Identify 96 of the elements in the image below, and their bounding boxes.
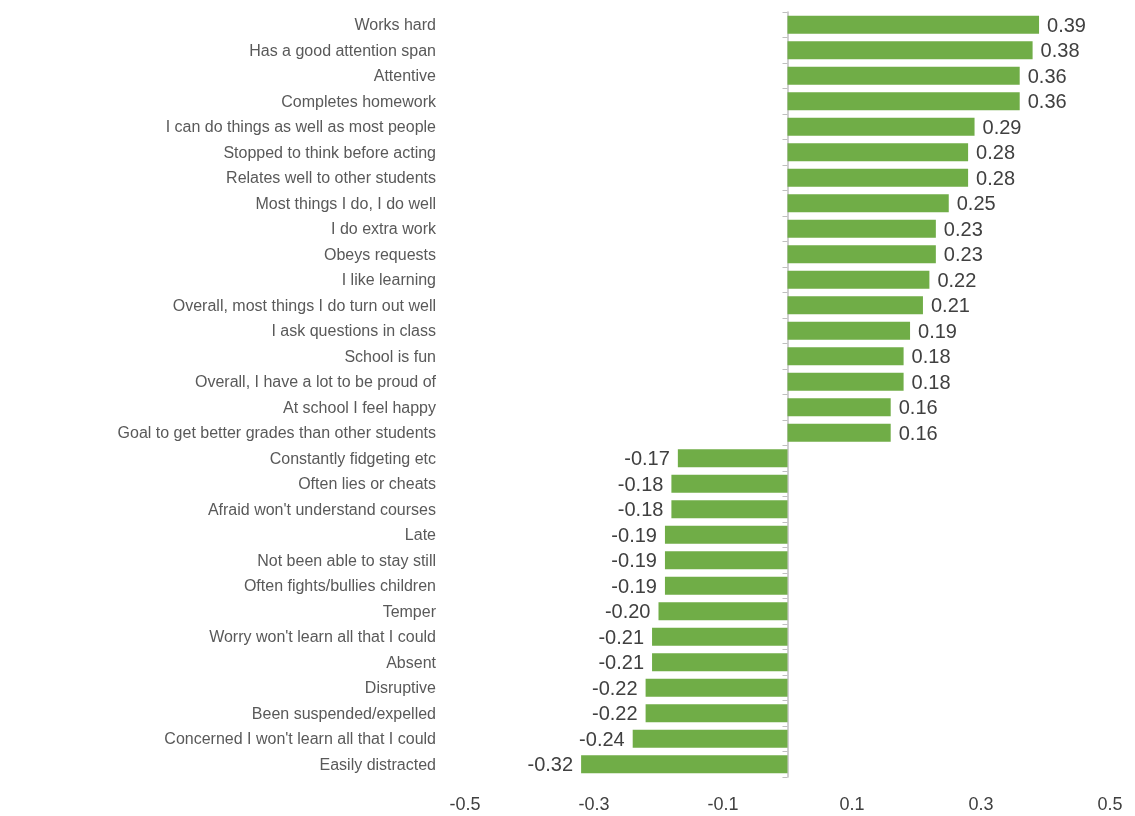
bar	[787, 245, 936, 264]
data-label: -0.19	[611, 523, 657, 546]
data-label: 0.18	[911, 345, 951, 368]
bar	[658, 602, 788, 621]
data-label: -0.18	[617, 498, 664, 521]
bar	[645, 704, 788, 723]
y-tick-label: Disruptive	[364, 679, 437, 697]
y-tick-label: Obeys requests	[323, 245, 436, 263]
data-label: 0.36	[1027, 90, 1067, 113]
y-tick-label: Has a good attention span	[249, 41, 436, 59]
y-tick-label: School is fun	[344, 347, 436, 365]
y-tick-label: Goal to get better grades than other students	[117, 424, 436, 442]
data-label: 0.19	[918, 319, 957, 342]
data-label: -0.17	[624, 447, 670, 470]
bar	[787, 347, 904, 366]
bar	[787, 66, 1020, 85]
bar	[787, 41, 1033, 60]
data-label: -0.21	[598, 625, 645, 648]
bar	[787, 117, 975, 136]
bar	[632, 729, 788, 748]
data-label: -0.22	[592, 676, 638, 699]
data-label: 0.22	[937, 268, 977, 291]
y-tick-label: Often lies or cheats	[298, 475, 436, 493]
x-tick-label: -0.5	[449, 794, 481, 814]
y-tick-label: Overall, most things I do turn out well	[172, 296, 436, 314]
bar	[664, 525, 788, 544]
bar	[664, 576, 788, 595]
data-label: 0.21	[930, 294, 970, 317]
y-tick-label: I can do things as well as most people	[165, 118, 437, 136]
bar	[787, 398, 891, 417]
y-tick-label: Not been able to stay still	[257, 551, 436, 569]
bar	[787, 270, 930, 289]
bar	[787, 372, 904, 391]
bar	[787, 15, 1040, 34]
data-label: -0.24	[579, 727, 625, 750]
data-label: -0.19	[611, 574, 657, 597]
data-label: 0.28	[976, 141, 1016, 164]
bar	[787, 194, 949, 213]
y-tick-label: I do extra work	[331, 220, 437, 238]
y-tick-label: Overall, I have a lot to be proud of	[194, 373, 437, 391]
x-tick-label: -0.1	[707, 794, 739, 814]
x-tick-label: -0.3	[578, 794, 610, 814]
y-tick-label: Afraid won't understand courses	[207, 500, 436, 518]
data-label: 0.28	[976, 166, 1016, 189]
data-label: -0.32	[527, 753, 574, 776]
bar	[581, 755, 788, 774]
data-label: 0.29	[982, 115, 1022, 138]
y-tick-label: Stopped to think before acting	[223, 143, 436, 161]
data-label: -0.19	[611, 549, 657, 572]
x-tick-label: 0.5	[1097, 794, 1123, 814]
bar	[671, 500, 788, 519]
y-tick-label: Attentive	[373, 67, 437, 85]
y-tick-label: Constantly fidgeting etc	[269, 449, 436, 467]
data-label: 0.16	[898, 421, 938, 444]
y-tick-label: I like learning	[341, 271, 436, 289]
y-tick-label: Completes homework	[281, 92, 437, 110]
data-label: 0.23	[943, 217, 983, 240]
y-tick-label: Concerned I won't learn all that I could	[164, 730, 436, 748]
y-tick-label: I ask questions in class	[271, 322, 436, 340]
bar	[645, 678, 788, 697]
data-label: 0.36	[1027, 64, 1067, 87]
data-label: 0.25	[956, 192, 996, 215]
data-label: 0.18	[911, 370, 951, 393]
x-tick-label: 0.3	[968, 794, 994, 814]
bar	[787, 423, 891, 442]
bar	[787, 219, 936, 238]
bar	[787, 321, 911, 340]
data-label: -0.21	[598, 651, 645, 674]
bar	[664, 551, 788, 570]
bar	[671, 474, 788, 493]
y-tick-label: Often fights/bullies children	[243, 577, 436, 595]
bar	[677, 449, 788, 468]
bar	[652, 627, 788, 646]
y-tick-label: Absent	[386, 653, 437, 671]
bar	[787, 168, 969, 187]
data-label: -0.20	[604, 600, 651, 623]
data-label: 0.23	[943, 243, 983, 266]
bar	[787, 92, 1020, 111]
y-tick-label: Temper	[382, 602, 437, 620]
data-label: 0.39	[1047, 13, 1086, 36]
y-tick-label: Easily distracted	[319, 755, 436, 773]
data-label: 0.38	[1040, 39, 1080, 62]
bar	[787, 296, 923, 315]
data-label: -0.22	[592, 702, 638, 725]
x-tick-label: 0.1	[839, 794, 865, 814]
y-tick-label: Late	[404, 526, 437, 544]
y-tick-label: Worry won't learn all that I could	[209, 628, 436, 646]
data-label: -0.18	[617, 472, 664, 495]
y-tick-label: Relates well to other students	[226, 169, 436, 187]
y-tick-label: Been suspended/expelled	[251, 704, 436, 722]
bar	[787, 143, 969, 162]
y-tick-label: At school I feel happy	[283, 398, 436, 416]
data-label: 0.16	[898, 396, 938, 419]
y-tick-label: Works hard	[354, 16, 436, 34]
bar	[652, 653, 788, 672]
y-tick-label: Most things I do, I do well	[255, 194, 436, 212]
